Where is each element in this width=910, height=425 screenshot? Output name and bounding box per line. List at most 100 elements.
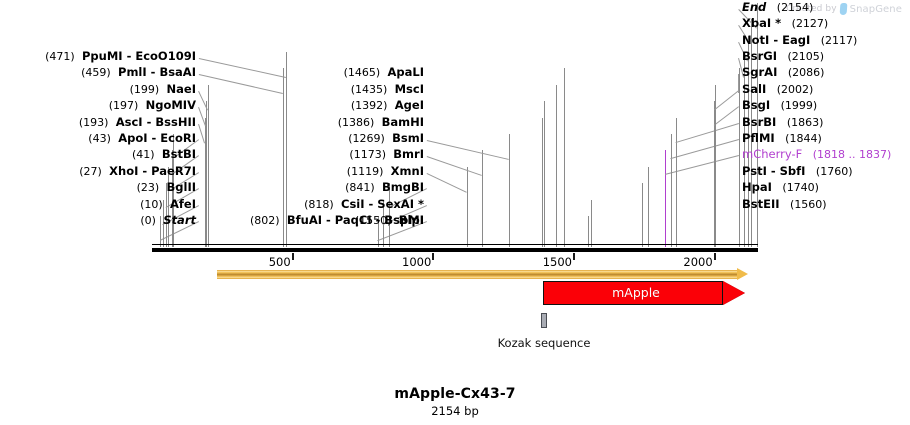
site-position: (41) [131,148,155,162]
restriction-site-label[interactable]: (471) PpuMI - EcoO109I [45,50,196,63]
feature-arrow-mapple[interactable]: mApple [543,281,745,305]
restriction-site-label[interactable]: SgrAI (2086) [742,67,824,79]
leader-line [642,183,643,247]
ruler-tick-label: 1000 [402,255,432,269]
leader-line [714,101,715,247]
name-separator: - [147,131,161,145]
name-separator: - [142,114,156,129]
restriction-site-label[interactable]: BsrGI (2105) [742,49,824,63]
site-position: (10) [140,197,163,211]
enzyme-name: NgoMIV [145,98,196,113]
restriction-site-label[interactable]: XbaI * (2127) [742,16,829,31]
enzyme-name: BssHII [155,114,196,129]
enzyme-name: BsgI [742,98,771,113]
enzyme-name: AscI [115,114,143,129]
restriction-site-label[interactable]: (841) BmgBI [345,180,424,195]
enzyme-name: PflMI [742,131,775,145]
restriction-site-label[interactable]: (1465) ApaLI [344,67,424,79]
restriction-site-label[interactable]: (1392) AgeI [350,99,424,113]
restriction-site-label[interactable]: (1119) XmnI [347,165,424,178]
name-separator: - [766,163,780,178]
leader-line [283,68,284,247]
restriction-site-label[interactable]: BsgI (1999) [742,98,817,113]
enzyme-name: NotI [742,32,770,47]
kozak-sequence-marker[interactable] [541,313,547,328]
leader-line [509,134,510,247]
leader-line [715,84,716,247]
leader-line [739,68,740,247]
enzyme-name: BmgBI [381,180,424,195]
restriction-site-label[interactable]: (199) NaeI [130,83,196,96]
leader-line [467,166,468,247]
restriction-site-label[interactable]: (802) BfuAI - PaqCI - BspMI [250,213,424,227]
restriction-site-label[interactable]: (41) BstBI [132,149,196,161]
site-position: (2002) [766,82,814,96]
enzyme-name: BlpI [398,213,424,227]
leader-line [172,150,173,247]
restriction-site-label[interactable]: (1269) BsmI [348,131,424,145]
site-position: (23) [136,181,160,195]
restriction-site-label[interactable]: (818) CsiI - SexAI * [304,196,424,211]
restriction-site-label[interactable]: (1386) BamHI [338,116,424,129]
name-separator: - [769,32,783,47]
enzyme-name: BmrI [393,147,424,162]
orf-arrow-body [217,270,737,279]
name-separator: - [364,196,378,211]
restriction-site-label[interactable]: End (2154) [742,0,814,14]
restriction-site-label[interactable]: (197) NgoMIV [108,98,196,113]
enzyme-name: PaeR7I [151,163,196,178]
restriction-site-label[interactable]: BsrBI (1863) [742,116,823,129]
leader-line [665,150,666,247]
restriction-site-label[interactable]: (193) AscI - BssHII [79,114,196,129]
site-position: (1760) [805,164,853,178]
enzyme-name: XbaI * [742,16,782,31]
feature-arrow-label: mApple [612,285,660,300]
enzyme-name: BsrGI [742,49,777,63]
enzyme-name: AfeI [170,196,196,211]
leader-line [205,117,206,247]
restriction-site-label[interactable]: PstI - SbfI (1760) [742,163,853,178]
restriction-site-label[interactable]: PflMI (1844) [742,131,822,145]
leader-line [389,183,390,247]
site-position: (841) [345,181,375,195]
kozak-sequence-label: Kozak sequence [497,336,591,350]
ruler-tick-label: 1500 [542,255,572,269]
snapgene-logo-icon [839,3,848,15]
site-position: (2127) [781,17,829,31]
watermark-brand: SnapGene [849,3,902,15]
restriction-site-label[interactable]: (23) BglII [136,181,196,195]
enzyme-name: BfuAI [286,213,323,227]
ruler-tick [291,253,294,260]
enzyme-name: BsmI [392,131,424,145]
enzyme-name: ApoI [118,131,148,145]
restriction-site-label[interactable]: (1435) MscI [351,83,424,96]
ruler-tick-label: 2000 [683,255,713,269]
restriction-site-label[interactable]: (0) Start [140,214,196,227]
enzyme-name: PmlI [118,65,147,80]
restriction-site-label[interactable]: (1173) BmrI [349,149,424,161]
enzyme-name: SbfI [779,163,806,178]
enzyme-name: CsiI [341,196,365,211]
restriction-site-label[interactable]: (10) AfeI [140,196,196,211]
leader-line [208,84,209,247]
leader-connector [426,140,509,160]
site-position: (1465) [343,66,381,80]
restriction-site-label[interactable]: NotI - EagI (2117) [742,32,857,47]
restriction-site-label[interactable]: BstEII (1560) [742,198,827,211]
restriction-site-label[interactable]: HpaI (1740) [742,181,819,195]
site-position: (197) [108,99,139,113]
enzyme-name: EcoRI [160,131,196,145]
site-position: (1173) [349,148,386,162]
site-position: (1740) [771,181,819,195]
restriction-site-label[interactable]: (27) XhoI - PaeR7I [79,163,196,178]
site-position: (1392) [350,99,388,113]
restriction-site-label[interactable]: (1550) BlpI [355,213,424,227]
leader-line [166,183,167,247]
restriction-site-label[interactable]: (43) ApoI - EcoRI [88,131,196,145]
leader-line [544,101,545,247]
restriction-site-label[interactable]: mCherry-F (1818 .. 1837) [742,149,891,161]
leader-connector [670,139,739,159]
restriction-site-label[interactable]: SalI (2002) [742,82,814,96]
site-position: (2154) [766,0,814,14]
restriction-site-label[interactable]: (459) PmlI - BsaAI [81,67,196,79]
